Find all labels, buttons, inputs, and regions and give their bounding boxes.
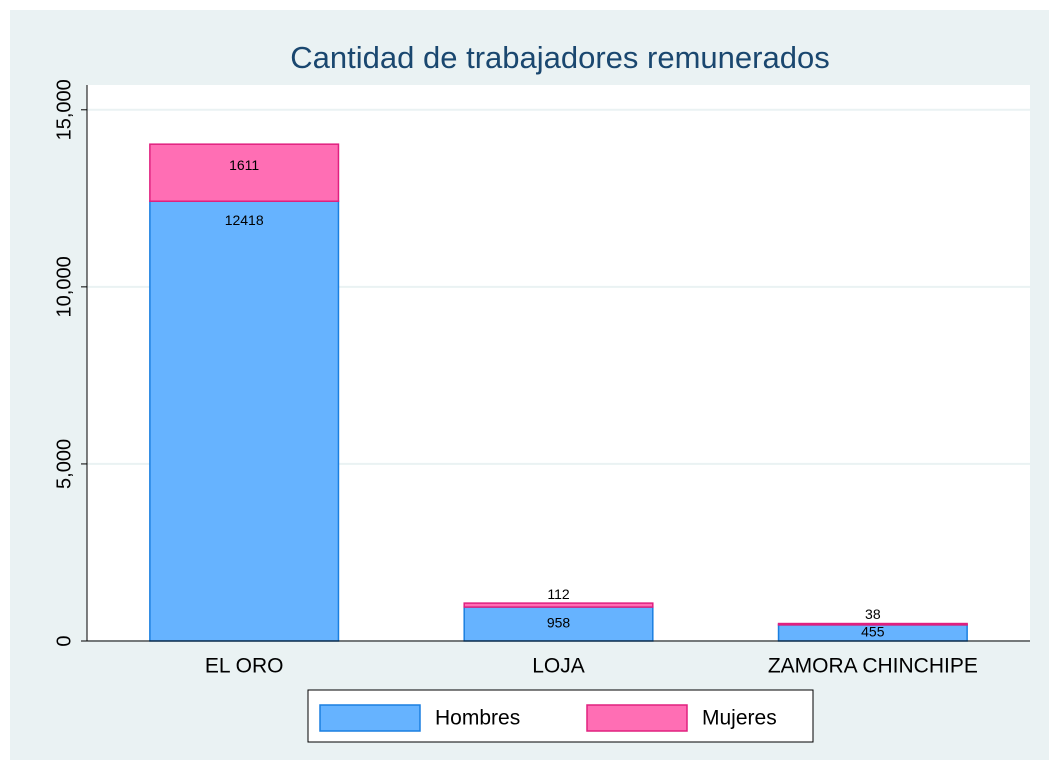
data-label: 112 — [547, 586, 570, 602]
data-label: 455 — [861, 624, 885, 640]
data-label: 12418 — [225, 212, 264, 228]
y-tick-label: 15,000 — [53, 79, 75, 140]
x-tick-label: ZAMORA CHINCHIPE — [768, 655, 978, 678]
bar-segment — [463, 602, 654, 608]
legend-label: Hombres — [435, 707, 520, 730]
chart-title: Cantidad de trabajadores remunerados — [290, 40, 829, 75]
data-label: 1611 — [229, 157, 259, 173]
bar-segment — [149, 200, 340, 642]
bar-segment — [149, 143, 340, 202]
data-label: 38 — [865, 606, 881, 622]
y-tick-label: 0 — [53, 635, 75, 646]
bar-segment — [777, 622, 968, 626]
legend-items: Hombres Mujeres — [319, 704, 777, 732]
bars: EL ORO 12418 1611 LOJA 958 112 ZAMORA CHINCHIP… — [149, 143, 978, 678]
legend-swatch — [586, 704, 688, 732]
x-tick-label: EL ORO — [205, 655, 284, 678]
data-label: 958 — [547, 615, 571, 631]
y-tick-label: 5,000 — [53, 439, 75, 489]
y-tick-label: 10,000 — [53, 256, 75, 317]
legend-label: Mujeres — [702, 707, 777, 730]
legend-swatch — [319, 704, 421, 732]
x-tick-label: LOJA — [532, 655, 585, 678]
